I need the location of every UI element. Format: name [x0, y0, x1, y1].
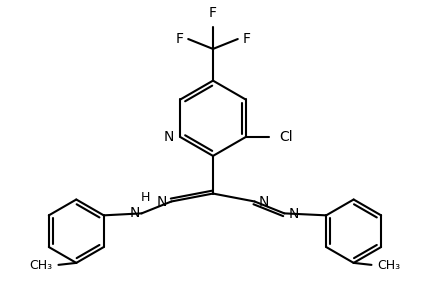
Text: CH₃: CH₃: [377, 259, 401, 272]
Text: F: F: [175, 32, 183, 46]
Text: H: H: [141, 191, 151, 204]
Text: N: N: [259, 196, 269, 209]
Text: N: N: [129, 206, 139, 220]
Text: N: N: [157, 196, 167, 209]
Text: N: N: [288, 207, 298, 221]
Text: Cl: Cl: [279, 130, 293, 144]
Text: N: N: [164, 130, 174, 144]
Text: F: F: [243, 32, 251, 46]
Text: CH₃: CH₃: [29, 259, 53, 272]
Text: F: F: [209, 6, 217, 20]
